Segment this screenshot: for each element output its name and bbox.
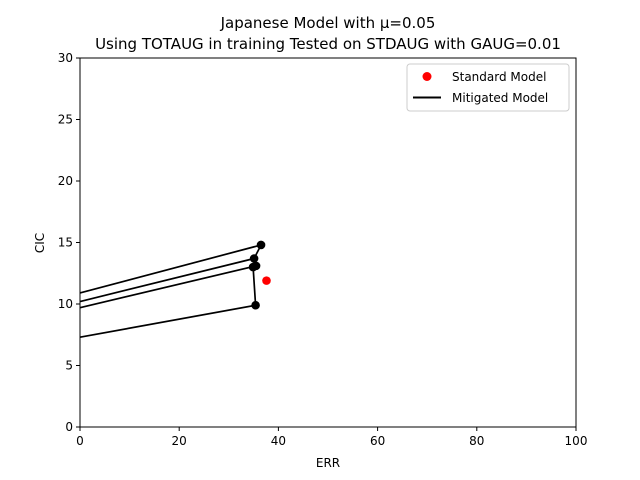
legend-label-mitigated-model: Mitigated Model bbox=[452, 91, 548, 105]
mitigated-model-line bbox=[79, 257, 255, 303]
x-tick-label: 100 bbox=[565, 434, 588, 448]
mitigated-model-line bbox=[79, 265, 257, 309]
y-axis: 0 5 10 15 20 25 30 bbox=[58, 51, 80, 434]
y-axis-label: CIC bbox=[33, 233, 47, 253]
legend-label-standard-model: Standard Model bbox=[452, 70, 546, 84]
x-tick-label: 40 bbox=[271, 434, 286, 448]
x-tick-label: 60 bbox=[370, 434, 385, 448]
legend-marker-standard-model bbox=[422, 72, 432, 81]
x-axis-label: ERR bbox=[316, 456, 340, 470]
chart-title-line-1: Japanese Model with μ=0.05 bbox=[220, 14, 436, 32]
x-tick-label: 0 bbox=[76, 434, 84, 448]
y-tick-label: 5 bbox=[65, 359, 73, 373]
mitigated-model-point bbox=[256, 240, 266, 250]
y-tick-label: 25 bbox=[58, 113, 73, 127]
legend: Standard Model Mitigated Model bbox=[406, 63, 570, 112]
mitigated-model-point bbox=[249, 254, 259, 263]
standard-model-point bbox=[262, 276, 271, 285]
mitigated-model-line bbox=[79, 304, 256, 339]
x-tick-label: 80 bbox=[469, 434, 484, 448]
y-tick-label: 20 bbox=[58, 174, 73, 188]
y-tick-label: 0 bbox=[65, 420, 73, 434]
mitigated-model-line bbox=[79, 244, 262, 294]
y-tick-label: 15 bbox=[58, 236, 73, 250]
plot-area bbox=[79, 240, 271, 339]
y-tick-label: 10 bbox=[58, 297, 73, 311]
chart-title-line-2: Using TOTAUG in training Tested on STDAU… bbox=[95, 35, 561, 53]
axes-frame bbox=[79, 57, 577, 428]
legend-box bbox=[406, 63, 570, 112]
y-tick-label: 30 bbox=[58, 51, 73, 65]
mitigated-model-point bbox=[251, 300, 260, 310]
chart-title: Japanese Model with μ=0.05 Using TOTAUG … bbox=[95, 14, 561, 53]
mitigated-model-line bbox=[252, 244, 262, 306]
x-tick-label: 20 bbox=[172, 434, 187, 448]
mitigated-model-point bbox=[248, 262, 258, 272]
x-axis: 0 20 40 60 80 100 bbox=[76, 427, 587, 448]
